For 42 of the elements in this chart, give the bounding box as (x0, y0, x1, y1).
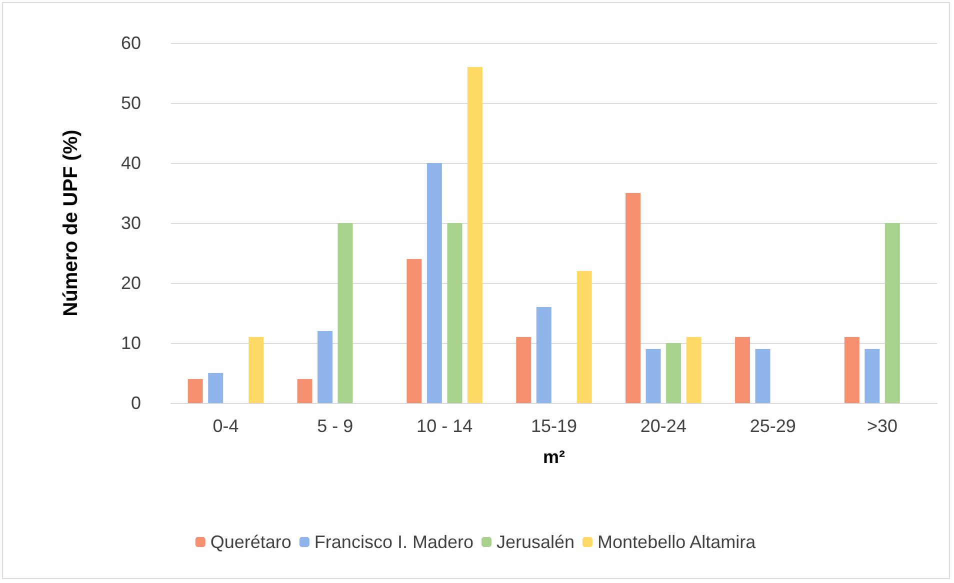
bar (626, 193, 641, 403)
bar (844, 337, 860, 403)
bar (646, 349, 661, 403)
bar (208, 373, 224, 403)
bar (318, 331, 333, 403)
bar (516, 337, 532, 403)
x-tick-label: >30 (867, 416, 898, 436)
x-tick-label: 5 - 9 (317, 416, 354, 436)
legend-label: Querétaro (210, 532, 292, 552)
bar (297, 379, 312, 403)
bar (426, 163, 442, 403)
y-tick-label: 30 (120, 213, 141, 233)
bar (188, 379, 203, 403)
y-axis-title: Número de UPF (%) (60, 130, 82, 316)
bar (338, 223, 353, 403)
x-tick-label: 20-24 (640, 416, 686, 436)
x-tick-label: 15-19 (530, 416, 578, 436)
bar (536, 307, 552, 403)
x-tick-label: 25-29 (750, 416, 796, 436)
y-tick-label: 40 (120, 153, 141, 173)
bar (467, 67, 482, 403)
bar (734, 337, 750, 403)
x-axis-title: m² (543, 447, 566, 467)
bar (447, 223, 462, 403)
legend-label: Francisco I. Madero (314, 532, 474, 552)
bar (864, 349, 880, 403)
x-tick-label: 0-4 (212, 416, 239, 436)
bar (406, 259, 422, 403)
legend-label: Jerusalén (496, 532, 575, 552)
y-tick-label: 50 (120, 93, 141, 113)
y-tick-label: 0 (130, 393, 141, 413)
bar (884, 223, 900, 403)
bar (686, 337, 702, 403)
bar (666, 343, 682, 403)
y-tick-label: 20 (120, 273, 141, 293)
bar (576, 271, 592, 403)
y-tick-label: 10 (120, 333, 141, 353)
bar (755, 349, 770, 403)
legend-label: Montebello Altamira (598, 532, 757, 552)
y-tick-label: 60 (120, 33, 141, 53)
bar (248, 337, 264, 403)
x-tick-label: 10 - 14 (416, 416, 473, 436)
